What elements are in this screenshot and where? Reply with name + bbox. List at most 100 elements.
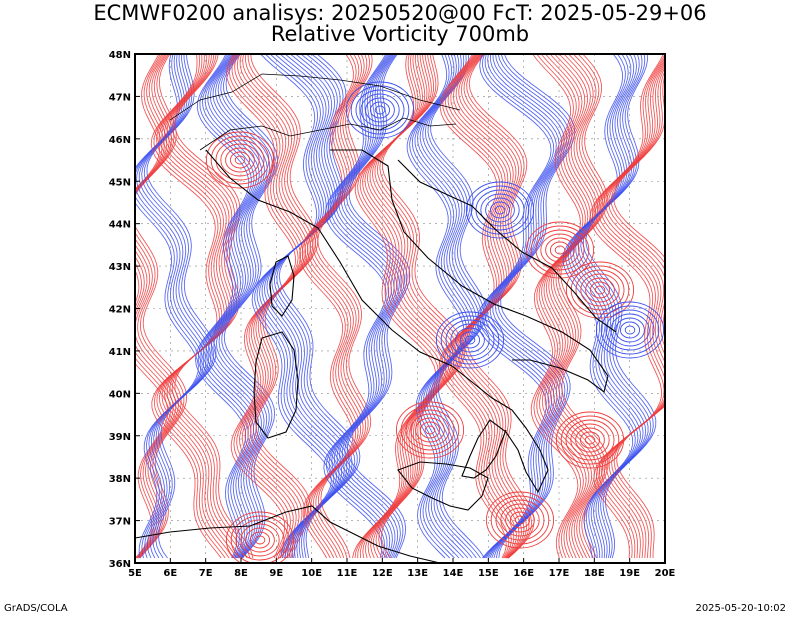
lon-tick-label: 11E [337,568,358,579]
positive-vorticity-cell [225,147,255,173]
lon-tick-label: 12E [372,568,393,579]
negative-vorticity-contour [430,54,487,559]
positive-vorticity-contour [135,54,169,559]
lat-tick-label: 44N [109,220,131,231]
negative-vorticity-contour [406,54,465,559]
negative-vorticity-contour [409,54,467,559]
corsica-coastline [269,255,295,317]
sardinia-coastline [253,331,299,439]
negative-vorticity-contour [419,54,477,559]
negative-vorticity-contour [202,54,257,559]
positive-vorticity-cell [514,515,526,525]
longitude-ticks: 5E 6E 7E 8E 9E 10E 11E 12E 13E 14E 15E 16E 17E 18E 19E… [128,558,676,579]
negative-vorticity-contour [146,54,217,559]
positive-vorticity-cell [525,221,595,279]
vorticity-contours [135,54,665,563]
positive-vorticity-cell [570,423,610,457]
negative-vorticity-contour [210,54,265,559]
positive-vorticity-cell [220,143,260,177]
render-timestamp: 2025-05-20-10:02 [695,603,786,614]
positive-vorticity-contour [135,54,180,559]
positive-vorticity-cell [554,245,566,255]
negative-vorticity-contour [333,54,398,559]
africa-coastline [135,505,441,563]
lon-tick-label: 16E [513,568,534,579]
lon-tick-label: 13E [407,568,428,579]
positive-vorticity-cell [230,515,290,563]
positive-vorticity-contour [236,54,307,559]
negative-vorticity-cell [435,311,505,369]
positive-vorticity-cell [575,269,625,311]
negative-vorticity-cell [619,321,641,339]
positive-vorticity-cell [400,405,460,455]
positive-vorticity-cell [415,417,445,443]
positive-vorticity-contour [610,69,665,559]
negative-vorticity-cell [624,325,636,335]
negative-vorticity-contour [273,54,356,559]
negative-vorticity-contour [271,54,353,559]
negative-vorticity-contour [326,54,390,559]
lat-tick-label: 36N [109,559,131,570]
negative-vorticity-contour [411,54,470,559]
sicily-coastline [397,461,489,511]
positive-vorticity-contour [161,54,237,559]
negative-vorticity-cell [365,97,395,123]
positive-vorticity-cell [500,503,540,537]
lat-tick-label: 45N [109,177,131,188]
positive-vorticity-contour [605,64,665,559]
lon-tick-label: 15E [478,568,499,579]
lat-tick-label: 40N [109,389,131,400]
positive-vorticity-cell [565,419,615,461]
central-europe-border [169,73,461,121]
negative-vorticity-contour [208,54,263,559]
negative-vorticity-contour [266,54,348,559]
positive-vorticity-contour [158,54,234,559]
positive-vorticity-cell [229,151,251,169]
latitude-ticks: 36N 37N 38N 39N 40N 41N 42N 43N 44N 45N 46N 47N 48N [109,50,140,570]
positive-vorticity-contour [250,54,319,559]
positive-vorticity-cell [410,413,450,447]
lon-tick-label: 5E [128,568,142,579]
lon-tick-label: 18E [584,568,605,579]
positive-vorticity-cell [249,531,271,549]
negative-vorticity-contour [328,54,392,559]
positive-vorticity-contour [597,58,665,559]
lat-tick-label: 42N [109,305,131,316]
software-credit: GrADS/COLA [4,603,68,614]
lon-tick-label: 19E [619,568,640,579]
lon-tick-label: 9E [269,568,283,579]
positive-vorticity-contour [600,60,665,559]
positive-vorticity-contour [553,54,601,559]
positive-vorticity-cell [560,415,620,465]
positive-vorticity-cell [540,233,580,267]
positive-vorticity-contour [533,54,584,559]
positive-vorticity-cell [245,527,275,553]
negative-vorticity-cell [445,319,495,361]
positive-vorticity-cell [509,511,531,529]
negative-vorticity-cell [494,205,506,215]
negative-vorticity-cell [459,331,481,349]
positive-vorticity-contour [153,54,226,559]
negative-vorticity-cell [600,305,660,355]
positive-vorticity-cell [594,285,606,295]
lon-tick-label: 6E [163,568,177,579]
adriatic-coastline [330,149,609,393]
negative-vorticity-contour [481,54,557,559]
positive-vorticity-contour [446,54,515,559]
negative-vorticity-contour [476,54,552,559]
negative-vorticity-cell [455,327,485,353]
negative-vorticity-contour [323,54,387,559]
negative-vorticity-cell [464,335,476,345]
positive-vorticity-contour [539,54,589,559]
lon-tick-label: 17E [549,568,570,579]
negative-vorticity-contour [489,54,565,559]
coastlines [135,73,617,563]
positive-vorticity-contour [592,54,665,559]
positive-vorticity-cell [535,229,585,271]
positive-vorticity-contour [544,54,594,559]
positive-vorticity-cell [424,425,436,435]
negative-vorticity-cell [369,101,391,119]
positive-vorticity-contour [135,54,188,559]
positive-vorticity-cell [589,281,611,299]
